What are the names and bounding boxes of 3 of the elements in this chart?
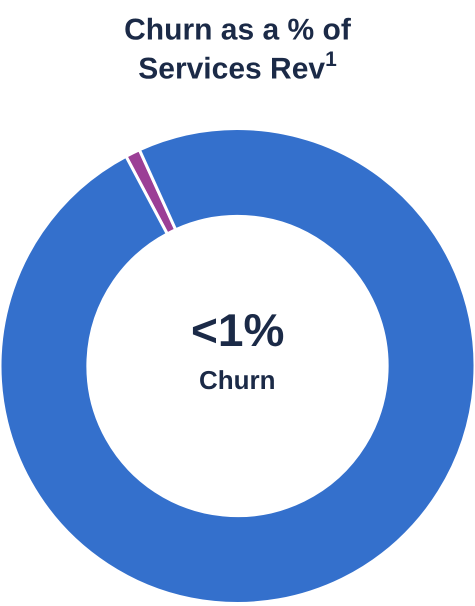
text: <1% [191,304,284,356]
chart-title: Churn as a % of Services Rev$^{1}$ [124,13,352,86]
text: Churn [199,365,276,395]
